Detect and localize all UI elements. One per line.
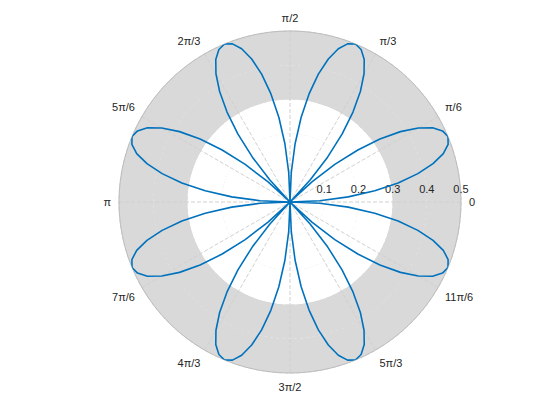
svg-text:0: 0: [469, 196, 475, 208]
svg-text:π/2: π/2: [282, 12, 299, 24]
svg-text:0.3: 0.3: [385, 182, 401, 195]
svg-text:0.1: 0.1: [317, 183, 332, 195]
svg-text:3π/2: 3π/2: [279, 381, 302, 393]
svg-text:0.5: 0.5: [453, 183, 468, 195]
svg-text:5π/6: 5π/6: [112, 101, 135, 113]
svg-text:0.4: 0.4: [419, 183, 434, 195]
svg-text:2π/3: 2π/3: [178, 35, 201, 47]
svg-text:π: π: [103, 196, 111, 208]
svg-text:π/6: π/6: [445, 101, 462, 113]
svg-text:4π/3: 4π/3: [178, 357, 201, 369]
svg-text:7π/6: 7π/6: [112, 291, 135, 303]
svg-text:π/3: π/3: [380, 35, 397, 47]
svg-text:0.2: 0.2: [350, 182, 366, 195]
svg-text:11π/6: 11π/6: [445, 291, 473, 303]
svg-text:5π/3: 5π/3: [380, 357, 403, 369]
